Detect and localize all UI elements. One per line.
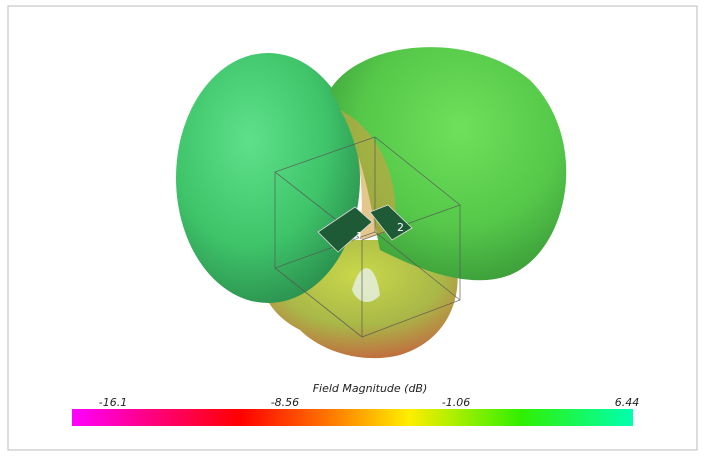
colorbar-title: Field Magnitude (dB) [313, 382, 428, 395]
colorbar: Field Magnitude (dB) -16.1 -8.56 -1.06 6.44 [72, 382, 639, 426]
colorbar-tick-label: -8.56 [271, 396, 299, 409]
colorbar-tick-label: -16.1 [99, 396, 127, 409]
viewport: 1 2 Field Magnitude (dB) -16.1 -8.56 -1.06… [0, 0, 704, 456]
colorbar-tick-label: 6.44 [615, 396, 640, 409]
colorbar-gradient [72, 409, 633, 426]
radiation-pattern: 1 2 [176, 47, 566, 358]
port-label: 1 [356, 230, 363, 243]
port-label: 2 [397, 221, 404, 234]
colorbar-tick-label: -1.06 [442, 396, 470, 409]
page: 1 2 Field Magnitude (dB) -16.1 -8.56 -1.06… [0, 0, 704, 456]
